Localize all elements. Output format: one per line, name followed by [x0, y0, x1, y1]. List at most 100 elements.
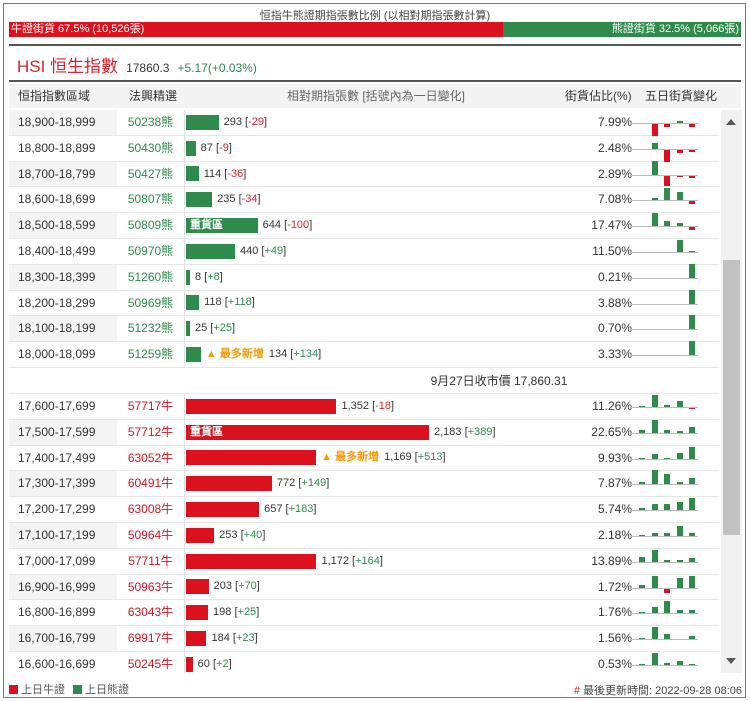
- warrant-code-link[interactable]: 63008牛: [127, 502, 174, 517]
- five-day-sparkline: [630, 419, 700, 445]
- contracts-count: 25 [+25]: [195, 322, 236, 335]
- count-value: 657: [264, 503, 283, 516]
- sparkline-bar: [639, 482, 645, 485]
- legend-bull: 上日牛證: [9, 681, 65, 697]
- warrant-code-link[interactable]: 50969熊: [127, 295, 174, 310]
- contracts-cell: 440 [+49]: [184, 238, 584, 264]
- daily-change: +8: [207, 270, 220, 283]
- contracts-bar: [186, 527, 215, 543]
- contracts-cell: ▲ 最多新增 1,169 [+513]: [184, 445, 584, 471]
- warrant-code-link[interactable]: 57711牛: [128, 553, 173, 568]
- scroll-down-icon[interactable]: [726, 658, 736, 664]
- warrant-code-link[interactable]: 50245牛: [127, 656, 174, 671]
- contracts-cell: 重貨區 644 [-100]: [184, 213, 584, 238]
- range-cell: 18,500-18,599: [9, 213, 117, 238]
- count-value: 644: [262, 219, 282, 232]
- warrant-code-link[interactable]: 69917牛: [127, 631, 174, 646]
- five-day-sparkline: [630, 497, 700, 522]
- pct-cell: 7.87%: [597, 476, 632, 491]
- warrant-code-link[interactable]: 50807熊: [127, 192, 174, 207]
- range-cell: 18,200-18,299: [18, 295, 96, 310]
- warrant-code-link[interactable]: 50430熊: [127, 140, 174, 155]
- sparkline-bar: [689, 124, 695, 127]
- warrant-code-link[interactable]: 63043牛: [127, 605, 174, 620]
- scroll-up-icon[interactable]: [726, 119, 736, 125]
- table-body: 18,900-18,999 50238熊 293 [-29] 7.99% 18,800-…: [9, 110, 719, 673]
- sparkline-bar: [689, 498, 695, 511]
- sparkline-bar: [664, 474, 670, 485]
- daily-change: +164: [355, 554, 380, 567]
- sparkline-bar: [664, 532, 670, 536]
- table-row: 18,900-18,999 50238熊 293 [-29] 7.99%: [9, 110, 719, 136]
- warrant-code-link[interactable]: 51259熊: [127, 347, 174, 362]
- pct-cell: 0.70%: [597, 321, 632, 336]
- range-cell: 17,400-17,499: [18, 450, 96, 465]
- scrollbar[interactable]: [721, 110, 742, 673]
- warrant-code-link[interactable]: 50427熊: [127, 166, 174, 181]
- sparkline-bar: [651, 549, 658, 562]
- contracts-bar: [186, 450, 317, 466]
- scrollbar-thumb[interactable]: [723, 260, 740, 535]
- warrant-code-link[interactable]: 50809熊: [127, 218, 174, 233]
- contracts-bar: [186, 114, 219, 130]
- header-pick: 法興精選: [129, 89, 178, 103]
- warrant-code-link[interactable]: 60491牛: [127, 476, 174, 491]
- warrant-code-link[interactable]: 50964牛: [127, 527, 174, 542]
- sparkline-bar: [651, 575, 658, 588]
- contracts-cell: 184 [+23]: [184, 626, 584, 651]
- range-cell: 17,500-17,599: [9, 419, 117, 445]
- table-row: 17,200-17,299 63008牛 657 [+183] 5.74%: [9, 497, 719, 523]
- pct-cell: 13.89%: [591, 553, 632, 568]
- sparkline-bar: [689, 263, 695, 278]
- daily-change: +25: [213, 322, 233, 335]
- count-value: 253: [219, 528, 238, 541]
- sparkline-bar: [676, 525, 683, 536]
- sparkline-baseline: [630, 226, 698, 228]
- five-day-sparkline: [630, 652, 700, 673]
- sparkline-baseline: [630, 406, 698, 408]
- contracts-cell: 8 [+8]: [184, 264, 584, 290]
- sparkline-baseline: [630, 329, 698, 331]
- warrant-code-link[interactable]: 63052牛: [127, 450, 174, 465]
- five-day-sparkline: [630, 394, 700, 419]
- range-cell: 16,800-16,899: [18, 605, 96, 620]
- warrant-code-link[interactable]: 50963牛: [127, 579, 174, 594]
- sparkline-bar: [676, 452, 683, 459]
- sparkline-bar: [664, 149, 670, 162]
- sparkline-bar: [651, 198, 658, 201]
- index-name: HSI 恒生指數: [17, 57, 119, 76]
- count-value: 114: [203, 167, 222, 180]
- five-day-sparkline: [630, 549, 700, 574]
- most-new-tag: ▲ 最多新增: [205, 348, 264, 361]
- sparkline-baseline: [630, 251, 698, 253]
- warrant-code-link[interactable]: 50970熊: [127, 243, 174, 258]
- sparkline-bar: [651, 394, 658, 407]
- warrant-code-link[interactable]: 50238熊: [127, 115, 174, 129]
- daily-change: +23: [235, 632, 255, 645]
- sparkline-bar: [676, 149, 683, 153]
- count-value: 293: [223, 115, 242, 128]
- table-row: 18,200-18,299 50969熊 118 [+118] 3.88%: [9, 289, 719, 317]
- contracts-cell: 118 [+118]: [184, 290, 584, 316]
- table-row: 17,600-17,699 57717牛 1,352 [-18] 11.26%: [9, 393, 719, 420]
- table-row: 17,400-17,499 63052牛 ▲ 最多新增 1,169 [+513] 9.9…: [9, 445, 719, 472]
- sparkline-bar: [689, 289, 695, 304]
- contracts-count: 184 [+23]: [211, 632, 258, 645]
- sparkline-baseline: [630, 458, 698, 460]
- contracts-cell: 203 [+70]: [184, 574, 584, 600]
- contracts-cell: 293 [-29]: [184, 110, 584, 135]
- pct-cell: 2.89%: [597, 166, 632, 181]
- warrant-code-link[interactable]: 51232熊: [127, 321, 174, 336]
- sparkline-bar: [689, 149, 695, 152]
- warrant-code-link[interactable]: 57717牛: [127, 398, 174, 413]
- pct-cell: 1.76%: [597, 605, 632, 620]
- range-cell: 18,800-18,899: [18, 140, 96, 155]
- warrant-code-link[interactable]: 51260熊: [127, 269, 174, 284]
- sparkline-bar: [639, 556, 645, 562]
- daily-change: +49: [264, 244, 284, 257]
- bull-ratio-segment: 牛證街貨 67.5% (10,526張): [9, 22, 504, 37]
- contracts-count: 440 [+49]: [239, 244, 287, 257]
- sparkline-bar: [676, 223, 683, 227]
- sparkline-bar: [689, 227, 695, 231]
- warrant-code-link[interactable]: 57712牛: [127, 424, 174, 439]
